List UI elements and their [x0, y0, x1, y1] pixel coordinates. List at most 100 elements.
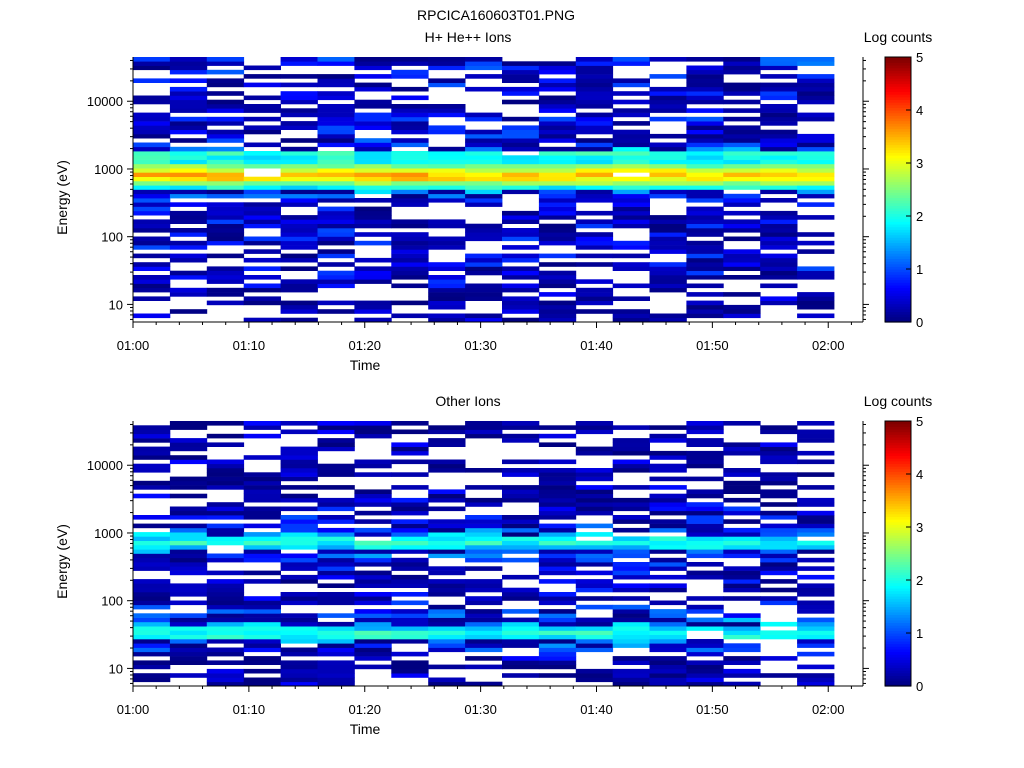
heatmap-cell — [465, 536, 503, 541]
heatmap-cell — [686, 95, 724, 101]
heatmap-cell — [317, 206, 355, 212]
heatmap-cell — [760, 553, 798, 559]
heatmap-cell — [575, 502, 614, 507]
heatmap-cell — [465, 523, 503, 529]
heatmap-cell — [686, 300, 724, 306]
heatmap-cell — [797, 621, 835, 627]
heatmap-cell — [760, 91, 798, 96]
colorbar-swatch — [885, 466, 911, 470]
heatmap-cell — [169, 292, 208, 297]
heatmap-cell — [243, 283, 281, 289]
heatmap-cell — [354, 459, 392, 465]
heatmap-cell — [686, 527, 724, 533]
heatmap-cell — [428, 639, 466, 644]
heatmap-cell — [538, 532, 577, 537]
heatmap-cell — [169, 438, 208, 443]
heatmap-cell — [723, 304, 761, 310]
heatmap-cell — [354, 502, 392, 507]
heatmap-cell — [354, 223, 392, 229]
heatmap-cell — [169, 245, 208, 250]
heatmap-cell — [686, 681, 724, 687]
heatmap-cell — [243, 630, 281, 635]
heatmap-cell — [797, 450, 835, 456]
heatmap-cell — [169, 61, 208, 66]
heatmap-cell — [243, 506, 281, 512]
x-axis-label: Time — [350, 357, 381, 373]
colorbar-swatch — [885, 508, 911, 512]
heatmap-cell — [797, 639, 835, 644]
heatmap-cell — [243, 523, 281, 529]
colorbar-tick-label: 5 — [916, 414, 923, 429]
heatmap-cell — [465, 202, 503, 207]
heatmap-cell — [317, 112, 355, 118]
heatmap-cell — [723, 198, 761, 203]
colorbar-swatch — [885, 640, 911, 645]
heatmap-cell — [502, 133, 540, 139]
heatmap-cell — [612, 296, 650, 301]
heatmap-cell — [391, 472, 429, 477]
heatmap-cell — [575, 583, 614, 588]
heatmap-cell — [317, 497, 355, 503]
heatmap-cell — [354, 664, 392, 670]
colorbar-swatch — [885, 463, 911, 467]
heatmap-cell — [686, 228, 724, 233]
heatmap-cell — [317, 189, 355, 195]
heatmap-cell — [391, 446, 429, 452]
heatmap-cell — [280, 485, 318, 490]
heatmap-cell — [243, 677, 281, 683]
heatmap-cell — [502, 660, 540, 665]
heatmap-cell — [391, 223, 429, 229]
heatmap-cell — [354, 562, 392, 567]
heatmap-cell — [538, 613, 577, 618]
colorbar-swatch — [885, 250, 911, 254]
colorbar-swatch — [885, 205, 911, 209]
heatmap-cell — [428, 146, 466, 152]
heatmap-cell — [723, 647, 761, 653]
heatmap-cell — [465, 613, 503, 618]
heatmap-cell — [169, 421, 208, 426]
heatmap-cell — [243, 643, 281, 648]
colorbar-swatch — [885, 102, 911, 106]
colorbar-swatch — [885, 282, 911, 286]
heatmap-cell — [428, 198, 466, 203]
heatmap-cell — [723, 621, 761, 627]
heatmap-cell — [760, 510, 798, 516]
heatmap-cell — [243, 206, 281, 212]
heatmap-cell — [169, 125, 208, 130]
heatmap-cell — [133, 223, 171, 229]
heatmap-cell — [280, 497, 318, 503]
heatmap-cell — [391, 660, 429, 665]
colorbar-swatch — [885, 107, 911, 111]
heatmap-cells — [133, 421, 835, 687]
heatmap-cell — [317, 163, 355, 169]
heatmap-cell — [797, 304, 835, 310]
heatmap-cell — [538, 172, 577, 177]
heatmap-cell — [612, 668, 650, 674]
heatmap-cell — [649, 279, 687, 284]
colorbar-swatch — [885, 550, 911, 555]
heatmap-cell — [428, 617, 466, 623]
heatmap-cell — [760, 168, 798, 173]
colorbar-swatch — [885, 680, 911, 684]
heatmap-cell — [206, 681, 245, 687]
heatmap-cell — [317, 232, 355, 237]
heatmap-cell — [760, 515, 798, 520]
heatmap-cell — [686, 609, 724, 614]
colorbar-swatch — [885, 529, 911, 533]
heatmap-cell — [723, 545, 761, 550]
heatmap-cell — [575, 176, 614, 182]
heatmap-cell — [354, 489, 392, 494]
heatmap-cell — [206, 421, 245, 426]
heatmap-cell — [206, 651, 245, 657]
heatmap-cell — [206, 630, 245, 635]
heatmap-cell — [575, 510, 614, 516]
heatmap-cell — [575, 74, 614, 79]
heatmap-cell — [649, 116, 687, 122]
colorbar-swatch — [885, 426, 911, 430]
colorbar-tick-label: 3 — [916, 156, 923, 171]
colorbar-tick-label: 4 — [916, 103, 923, 118]
heatmap-cell — [649, 228, 687, 233]
heatmap-cell — [723, 681, 761, 687]
heatmap-cell — [317, 634, 355, 640]
heatmap-cell — [317, 309, 355, 314]
